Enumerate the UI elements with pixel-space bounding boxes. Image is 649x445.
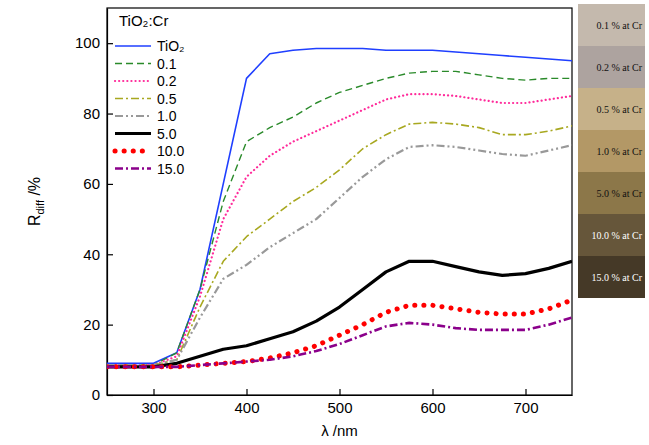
- tick-mark: [107, 43, 113, 44]
- sample-band: [578, 256, 645, 298]
- sample-band: [578, 46, 645, 88]
- series-line: [107, 300, 572, 367]
- series-line: [107, 145, 572, 365]
- legend-label: 0.5: [157, 91, 177, 107]
- legend-label: 0.1: [157, 56, 177, 72]
- series-line: [107, 71, 572, 365]
- tick-label: 700: [513, 399, 538, 416]
- legend-label: 5.0: [157, 126, 177, 142]
- y-axis-title-part: diff: [34, 199, 46, 214]
- tick-label: 100: [75, 34, 100, 51]
- x-axis-title: λ /nm: [321, 422, 358, 439]
- sample-band: [578, 88, 645, 130]
- legend-swatch: [115, 167, 151, 170]
- legend-label: 10.0: [157, 143, 184, 159]
- tick-label: 20: [83, 316, 100, 333]
- tick-mark: [107, 254, 113, 255]
- tick-mark: [107, 184, 113, 185]
- legend-swatch: [115, 98, 151, 100]
- sample-label: 0.2 % at Cr: [596, 62, 642, 73]
- tick-label: 80: [83, 105, 100, 122]
- chart: 300 400 500 600 700 0 20 40 60 80 100 TiO₂:Cr TiO₂ 0.…: [0, 0, 649, 445]
- series-line: [107, 48, 572, 363]
- legend-swatch: [115, 149, 151, 154]
- y-axis-title-part: /%: [26, 177, 43, 200]
- tick-mark: [107, 325, 113, 326]
- tick: 80: [83, 105, 113, 122]
- tick-mark: [246, 389, 247, 395]
- sample-label: 1.0 % at Cr: [596, 146, 642, 157]
- tick: 600: [420, 389, 445, 416]
- sample-band: [578, 172, 645, 214]
- sample-label: 0.1 % at Cr: [596, 20, 642, 31]
- legend-label: TiO₂: [157, 38, 184, 54]
- sample-strip: 0.1 % at Cr 0.2 % at Cr 0.5 % at Cr 1.0 % a…: [578, 4, 645, 298]
- tick: 40: [83, 246, 113, 263]
- tick: 500: [327, 389, 352, 416]
- tick-label: 400: [234, 399, 259, 416]
- sample-label: 0.5 % at Cr: [596, 104, 642, 115]
- legend-label: 0.2: [157, 73, 177, 89]
- tick-label: 600: [420, 399, 445, 416]
- sample-label: 10.0 % at Cr: [591, 230, 642, 241]
- tick-mark: [432, 389, 433, 395]
- tick-mark: [339, 389, 340, 395]
- tick-mark: [525, 389, 526, 395]
- tick: 20: [83, 316, 113, 333]
- series-line: [107, 261, 572, 367]
- legend-swatch: [115, 45, 151, 47]
- plot-frame: [107, 8, 572, 395]
- tick: 60: [83, 175, 113, 192]
- tick-label: 0: [92, 386, 100, 403]
- plot-area: [107, 48, 572, 366]
- tick: 300: [141, 389, 166, 416]
- legend-swatch: [115, 115, 151, 117]
- series-line: [107, 318, 572, 367]
- tick-label: 40: [83, 246, 100, 263]
- y-axis-title-part: R: [26, 215, 43, 227]
- legend-swatch: [115, 63, 151, 64]
- sample-band: [578, 4, 645, 46]
- tick-mark: [153, 389, 154, 395]
- sample-band: [578, 214, 645, 256]
- legend-swatch: [115, 80, 151, 82]
- legend-label: 15.0: [157, 161, 184, 177]
- x-axis: 300 400 500 600 700: [108, 389, 573, 416]
- sample-label: 5.0 % at Cr: [596, 188, 642, 199]
- sample-band: [578, 130, 645, 172]
- tick: 700: [513, 389, 538, 416]
- tick-label: 60: [83, 175, 100, 192]
- sample-label: 15.0 % at Cr: [591, 272, 642, 283]
- tick-label: 300: [141, 399, 166, 416]
- legend-swatch: [115, 132, 151, 135]
- y-axis-title: Rdiff /%: [26, 177, 46, 226]
- chart-title: TiO₂:Cr: [119, 12, 168, 29]
- tick-mark: [107, 113, 113, 114]
- series-line: [107, 94, 572, 365]
- legend-label: 1.0: [157, 108, 177, 124]
- tick: 400: [234, 389, 259, 416]
- legend: TiO₂ 0.10.2 0.51.0 5.010.0 15.0: [115, 38, 184, 177]
- tick-label: 500: [327, 399, 352, 416]
